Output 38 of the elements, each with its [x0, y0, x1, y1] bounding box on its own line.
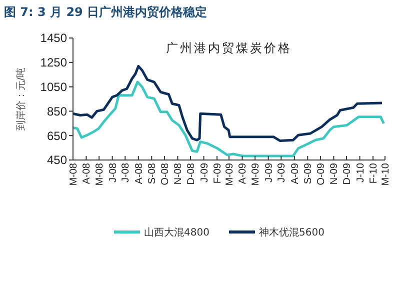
y-axis-title: 到岸价：元/吨 [15, 67, 27, 131]
x-tick-label: D-08 [186, 162, 198, 185]
y-tick-label: 1250 [40, 56, 68, 70]
x-tick-label: S-09 [303, 162, 314, 184]
x-tick-label: M-08 [94, 162, 106, 186]
x-tick-label: A-09 [290, 162, 301, 184]
x-tick-label: N-09 [329, 162, 340, 185]
y-tick-label: 1450 [40, 31, 68, 46]
chart-title: 图 7: 3 月 29 日广州港内贸价格稳定 [4, 5, 208, 19]
y-tick-label: 650 [46, 128, 68, 143]
x-tick-label: D-09 [342, 162, 354, 185]
y-tick-label: 850 [46, 104, 68, 118]
legend-label: 山西大混4800 [144, 226, 210, 238]
y-tick-label: 1050 [40, 80, 68, 94]
chart-subtitle: 广州港内贸煤炭价格 [166, 41, 292, 55]
x-tick-label: A-08 [134, 162, 145, 184]
line-series [72, 80, 385, 158]
x-tick-label: J-09 [276, 162, 288, 182]
x-tick-label: O-09 [316, 162, 327, 186]
x-tick-label: A-09 [238, 162, 249, 184]
x-tick-label: F-10 [368, 162, 380, 184]
x-tick-label: N-08 [173, 162, 184, 185]
x-tick-label: M-08 [68, 162, 80, 186]
line-series [72, 64, 384, 142]
x-tick-label: M-09 [250, 162, 262, 186]
x-tick-label: J-09 [199, 162, 210, 182]
x-tick-label: J-09 [264, 162, 275, 182]
x-tick-label: A-08 [82, 162, 93, 184]
x-tick-label: M-10 [380, 162, 392, 186]
x-tick-label: S-08 [147, 162, 158, 184]
y-tick-label: 450 [46, 153, 68, 168]
x-tick-label: M-09 [224, 162, 236, 186]
x-tick-label: F-09 [212, 162, 224, 184]
x-tick-label: J-10 [355, 162, 366, 182]
x-tick-label: O-08 [160, 162, 171, 186]
legend-label: 神木优混5600 [259, 226, 324, 238]
x-tick-label: J-08 [120, 162, 132, 182]
x-tick-label: J-08 [108, 162, 119, 182]
